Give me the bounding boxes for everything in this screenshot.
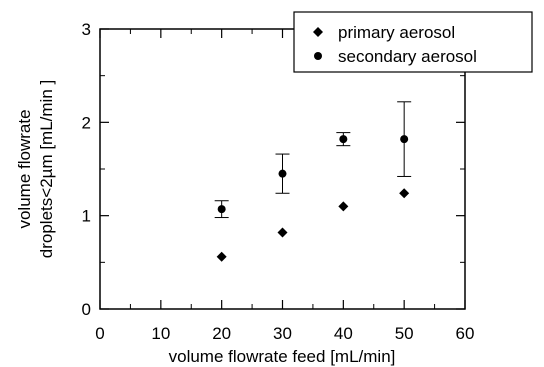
- x-tick-label: 30: [273, 324, 292, 343]
- y-tick-label: 0: [82, 300, 91, 319]
- x-tick-label: 20: [212, 324, 231, 343]
- x-tick-label: 60: [456, 324, 475, 343]
- legend-marker-circle: [314, 52, 322, 60]
- y-tick-labels: 0 1 2 3: [82, 20, 91, 319]
- legend-box: [293, 11, 533, 73]
- legend: primary aerosol secondary aerosol: [293, 11, 533, 73]
- legend-marker-diamond: [313, 27, 323, 37]
- legend-label: secondary aerosol: [338, 47, 477, 66]
- primary-aerosol-point: [399, 188, 410, 199]
- primary-aerosol-point: [338, 201, 349, 212]
- y-axis-label-line2: droplets<2µm [mL/min ]: [37, 80, 56, 258]
- y-tick-label: 3: [82, 20, 91, 39]
- secondary-aerosol-point: [278, 169, 287, 178]
- x-tick-label: 50: [395, 324, 414, 343]
- x-tick-label: 40: [334, 324, 353, 343]
- x-tick-label: 10: [151, 324, 170, 343]
- primary-aerosol-point: [216, 251, 227, 262]
- x-axis-label: volume flowrate feed [mL/min]: [169, 347, 396, 366]
- secondary-aerosol-point: [400, 135, 409, 144]
- x-tick-label: 0: [95, 324, 104, 343]
- y-tick-label: 2: [82, 113, 91, 132]
- y-axis-label-line1: volume flowrate: [15, 109, 34, 228]
- data-marks: [214, 101, 412, 262]
- x-tick-labels: 0 10 20 30 40 50 60: [95, 324, 474, 343]
- secondary-aerosol-point: [339, 135, 348, 144]
- primary-aerosol-point: [277, 227, 288, 238]
- y-tick-label: 1: [82, 207, 91, 226]
- legend-label: primary aerosol: [338, 23, 455, 42]
- secondary-aerosol-point: [217, 205, 226, 214]
